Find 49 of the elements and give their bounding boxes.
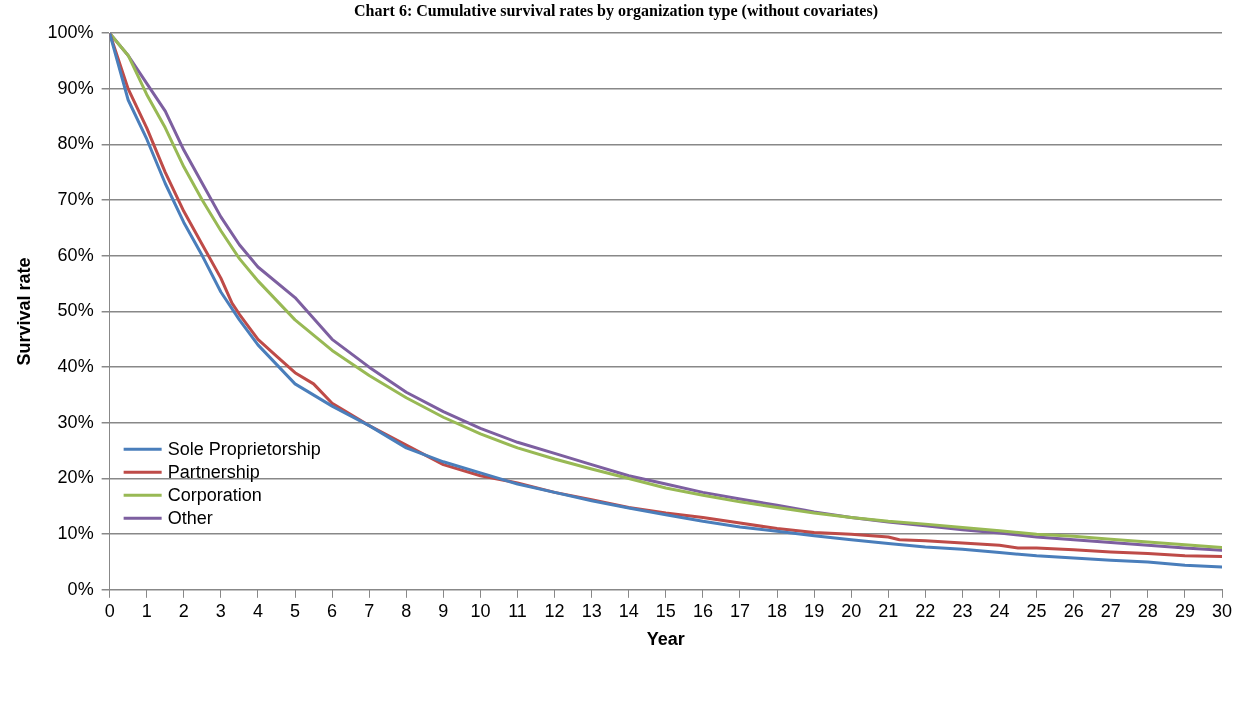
y-tick-label: 90% — [57, 77, 94, 98]
x-tick-label: 4 — [252, 600, 263, 621]
x-tick-label: 18 — [767, 600, 788, 621]
legend-label: Other — [167, 508, 213, 529]
x-tick-label: 27 — [1100, 600, 1121, 621]
y-tick-label: 20% — [57, 467, 94, 488]
x-tick-label: 28 — [1137, 600, 1158, 621]
x-tick-label: 5 — [290, 600, 301, 621]
x-tick-label: 20 — [841, 600, 862, 621]
y-tick-label: 10% — [57, 523, 94, 544]
x-tick-label: 0 — [104, 600, 115, 621]
y-tick-label: 80% — [57, 133, 94, 154]
x-tick-label: 11 — [508, 600, 527, 621]
x-tick-label: 6 — [327, 600, 338, 621]
x-tick-label: 7 — [364, 600, 375, 621]
x-axis-title: Year — [646, 629, 685, 650]
y-tick-label: 30% — [57, 411, 94, 432]
x-tick-label: 9 — [438, 600, 449, 621]
y-axis-title: Survival rate — [13, 257, 34, 366]
y-tick-label: 60% — [57, 244, 94, 265]
x-tick-label: 24 — [989, 600, 1010, 621]
y-tick-label: 50% — [57, 300, 94, 321]
x-tick-label: 13 — [581, 600, 602, 621]
x-tick-label: 22 — [915, 600, 936, 621]
chart-title: Chart 6: Cumulative survival rates by organization type (without covariates) — [354, 1, 878, 20]
y-tick-label: 0% — [67, 578, 94, 599]
x-tick-label: 17 — [729, 600, 750, 621]
x-tick-label: 3 — [215, 600, 226, 621]
x-tick-label: 1 — [141, 600, 152, 621]
x-tick-label: 15 — [655, 600, 676, 621]
x-tick-label: 8 — [401, 600, 412, 621]
y-tick-label: 70% — [57, 189, 94, 210]
x-tick-label: 25 — [1026, 600, 1047, 621]
x-tick-label: 21 — [878, 600, 899, 621]
x-tick-label: 29 — [1174, 600, 1195, 621]
x-tick-label: 26 — [1063, 600, 1084, 621]
x-tick-label: 12 — [544, 600, 565, 621]
x-tick-label: 10 — [470, 600, 491, 621]
x-tick-label: 19 — [804, 600, 825, 621]
legend-label: Corporation — [167, 485, 262, 506]
x-tick-label: 14 — [618, 600, 639, 621]
x-tick-label: 16 — [692, 600, 713, 621]
x-tick-label: 2 — [178, 600, 189, 621]
x-tick-label: 30 — [1211, 600, 1233, 621]
y-tick-label: 40% — [57, 356, 94, 377]
legend-label: Sole Proprietorship — [167, 439, 321, 460]
legend-label: Partnership — [167, 462, 260, 483]
x-tick-label: 23 — [952, 600, 973, 621]
y-tick-label: 100% — [47, 22, 94, 43]
